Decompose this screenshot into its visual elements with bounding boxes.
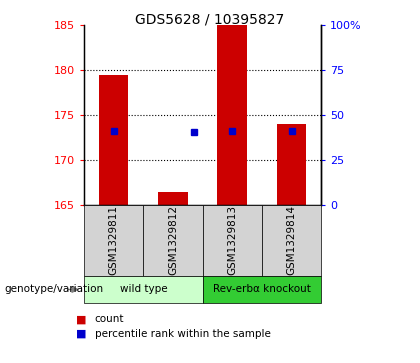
Text: ■: ■ <box>76 329 86 339</box>
Bar <box>218 25 247 205</box>
Text: GSM1329814: GSM1329814 <box>286 205 297 276</box>
Text: percentile rank within the sample: percentile rank within the sample <box>94 329 270 339</box>
Bar <box>158 192 188 205</box>
Text: GDS5628 / 10395827: GDS5628 / 10395827 <box>135 13 285 27</box>
Text: Rev-erbα knockout: Rev-erbα knockout <box>213 285 311 294</box>
Text: ■: ■ <box>76 314 86 325</box>
Text: GSM1329812: GSM1329812 <box>168 205 178 276</box>
Text: count: count <box>94 314 124 325</box>
Text: GSM1329813: GSM1329813 <box>227 205 237 276</box>
Text: genotype/variation: genotype/variation <box>4 285 103 294</box>
Text: GSM1329811: GSM1329811 <box>109 205 119 276</box>
Bar <box>277 124 307 205</box>
Text: wild type: wild type <box>120 285 167 294</box>
Bar <box>99 75 129 205</box>
